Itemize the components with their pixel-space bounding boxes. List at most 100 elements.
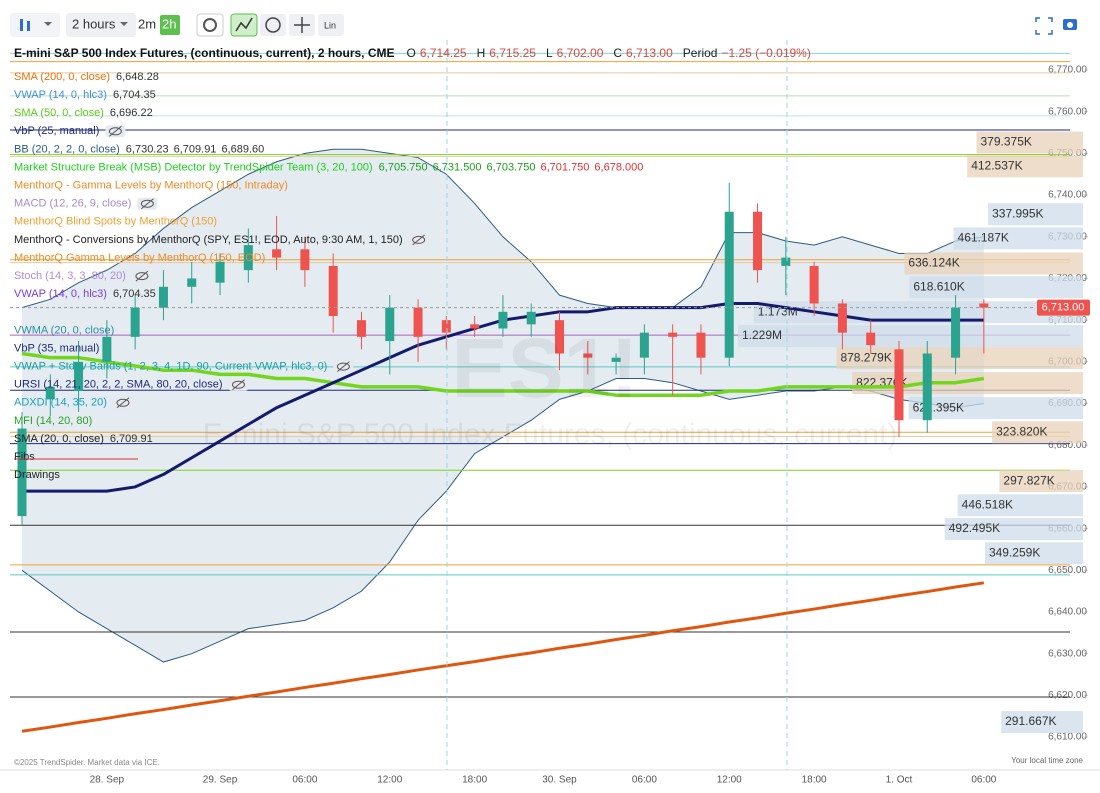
candle-body [611, 357, 621, 362]
profile-bar [976, 131, 1083, 154]
interval-quick[interactable]: 2m [138, 16, 156, 31]
icon [116, 398, 130, 407]
ohlc-name: C [613, 46, 622, 60]
watermark: ES1! [452, 321, 639, 415]
icon [20, 19, 23, 31]
series-line [21, 351, 985, 397]
scale: Lin [324, 20, 336, 30]
chart-title: E-mini S&P 500 Index Futures, (continuou… [14, 46, 395, 60]
legend-value: 6,705.750 [379, 161, 428, 173]
x-tick-label: 06:00 [632, 775, 657, 786]
legend-name: MenthorQ - Gamma Levels by MenthorQ (150… [14, 180, 288, 192]
chart-type-button[interactable] [10, 13, 60, 37]
legend-value: 6,709.91 [174, 143, 217, 155]
icon [109, 125, 122, 137]
candle-body [158, 286, 168, 308]
profile-bar [738, 324, 1083, 348]
legend-value: 6,689.60 [221, 143, 264, 155]
fullscreen-button[interactable] [1035, 17, 1053, 35]
candle-body [951, 307, 961, 358]
profile-label: 349.259K [989, 545, 1040, 559]
icon [235, 17, 253, 32]
icon [412, 234, 425, 246]
interval-quick-active[interactable] [160, 15, 180, 35]
legend-value: 6,730.23 [126, 143, 169, 155]
legend-name: Stoch (14, 3, 3, 80, 20) [14, 270, 126, 282]
profile-bar [967, 155, 1083, 178]
profile-label: 297.827K [1003, 473, 1054, 487]
profile-label: 618.610K [913, 279, 964, 293]
icon [336, 362, 350, 371]
legend-name: VWAP (14, 0, hlc3) [14, 89, 107, 101]
y-tick-label: 6,770.00 [1048, 65, 1087, 76]
legend-name: BB (20, 2, 2, 0, close) [14, 143, 120, 155]
candle-body [696, 332, 706, 358]
candle-body [187, 278, 197, 287]
x-tick-label: 12:00 [377, 775, 402, 786]
candle-body [866, 332, 876, 346]
candle-body [74, 361, 84, 392]
profile-bar [999, 470, 1083, 493]
interval-quick[interactable]: 2h [162, 16, 176, 31]
legend-value: 6,704.35 [113, 288, 156, 300]
interval-select[interactable] [66, 13, 136, 37]
candle-body [441, 320, 451, 333]
candle-body [809, 265, 819, 304]
legend-name: Fibs [14, 451, 35, 463]
profile-label: 636.124K [908, 256, 959, 270]
profile-bar [984, 542, 1083, 565]
candle-body [45, 386, 55, 400]
candle-body [498, 311, 508, 329]
y-tick-label: 6,620.00 [1048, 690, 1087, 701]
timezone: Your local time zone [1011, 756, 1083, 765]
legend-value: 6,709.91 [110, 433, 153, 445]
candle-body [470, 324, 480, 329]
candle-body [215, 261, 225, 283]
y-tick-label: 6,630.00 [1048, 648, 1087, 659]
candle-body [724, 211, 734, 358]
icon [294, 17, 310, 33]
legend-name: VWAP (14, 0, hlc3) [14, 288, 107, 300]
ohlc-name: L [546, 46, 553, 60]
x-tick-label: 18:00 [462, 775, 487, 786]
ohlc-value: 6,702.00 [557, 46, 604, 60]
axis-area [1088, 0, 1100, 793]
candle-body [102, 336, 112, 362]
candle-body [979, 303, 989, 308]
legend-value: 6,704.35 [113, 89, 156, 101]
x-tick-label: 30. Sep [542, 775, 577, 786]
icon [337, 361, 350, 372]
candle-body [300, 249, 310, 271]
profile-label: 621.395K [913, 400, 964, 414]
icon [116, 397, 130, 409]
candle-body [837, 303, 847, 333]
profile-label: 446.518K [962, 497, 1013, 511]
candle-body [922, 353, 932, 421]
candle-body [753, 211, 763, 271]
current-price-label: 6,713.00 [1042, 302, 1085, 314]
y-tick-label: 6,680.00 [1048, 440, 1087, 451]
profile-label: 461.187K [958, 231, 1009, 245]
settings-button[interactable] [196, 13, 224, 37]
scale-button[interactable] [318, 14, 344, 36]
profile-label: 337.995K [992, 206, 1043, 220]
icon [120, 22, 128, 26]
interval: 2 hours [72, 16, 116, 31]
x-tick-label: 18:00 [802, 775, 827, 786]
profile-bar [953, 227, 1083, 250]
y-tick-label: 6,740.00 [1048, 190, 1087, 201]
ohlc-name: Period [683, 46, 718, 60]
tool-button[interactable] [260, 14, 286, 36]
legend-name: Market Structure Break (MSB) Detector by… [14, 161, 373, 173]
profile-label: 323.820K [996, 424, 1047, 438]
icon [135, 270, 149, 282]
profile-label: 412.537K [971, 158, 1022, 172]
legend-name: SMA (50, 0, close) [14, 107, 104, 119]
icon [135, 272, 149, 281]
current-price-tag [1037, 299, 1090, 316]
candle-body [385, 307, 395, 342]
x-tick-label: 12:00 [717, 775, 742, 786]
legend-value: 6,678.000 [594, 161, 643, 173]
y-tick-label: 6,640.00 [1048, 607, 1087, 618]
icon [27, 21, 30, 31]
